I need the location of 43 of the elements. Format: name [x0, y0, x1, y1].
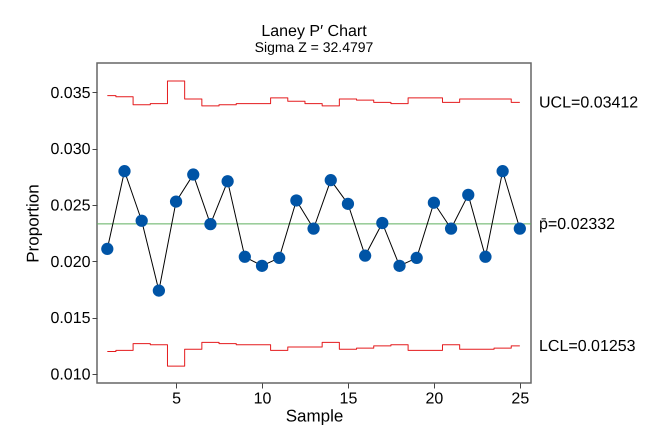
y-tick-label: 0.025: [50, 197, 91, 214]
y-tick-label: 0.010: [50, 366, 91, 384]
point: [256, 260, 268, 272]
point: [152, 284, 165, 297]
point: [324, 174, 337, 186]
point: [170, 195, 182, 208]
chart-subtitle: Sigma Z = 32.4797: [254, 39, 374, 55]
point: [479, 250, 492, 263]
point: [428, 196, 440, 209]
series-label: LCL=0.01253: [539, 338, 636, 355]
x-tick-label: 15: [340, 390, 358, 408]
point: [393, 260, 406, 272]
point: [444, 222, 458, 235]
y-axis-title: Proportion: [23, 184, 42, 263]
point: [514, 222, 526, 235]
x-tick-label: 25: [511, 390, 530, 408]
point: [118, 165, 131, 178]
x-tick-label: 5: [172, 390, 182, 408]
point: [222, 175, 234, 188]
y-tick-label: 0.020: [50, 254, 91, 271]
point: [290, 194, 303, 207]
point: [307, 222, 320, 235]
ref-line-label: p̄=0.02332: [539, 216, 616, 233]
y-tick-label: 0.015: [50, 310, 91, 328]
series-label: UCL=0.03412: [539, 94, 638, 112]
point: [462, 188, 474, 201]
y-tick-label: 0.030: [50, 141, 91, 158]
x-tick-label: 10: [254, 390, 272, 408]
x-tick-label: 20: [425, 390, 444, 408]
point: [342, 198, 354, 210]
point: [238, 250, 251, 263]
chart-title: Laney P′ Chart: [261, 23, 368, 40]
point: [410, 252, 423, 264]
point: [136, 214, 148, 227]
point: [376, 216, 388, 230]
point: [273, 252, 286, 264]
point: [187, 168, 200, 181]
point: [101, 242, 114, 256]
y-tick-label: 0.035: [50, 84, 91, 102]
point: [204, 218, 217, 230]
point: [496, 165, 509, 178]
x-axis-title: Sample: [286, 406, 344, 426]
point: [359, 250, 372, 262]
